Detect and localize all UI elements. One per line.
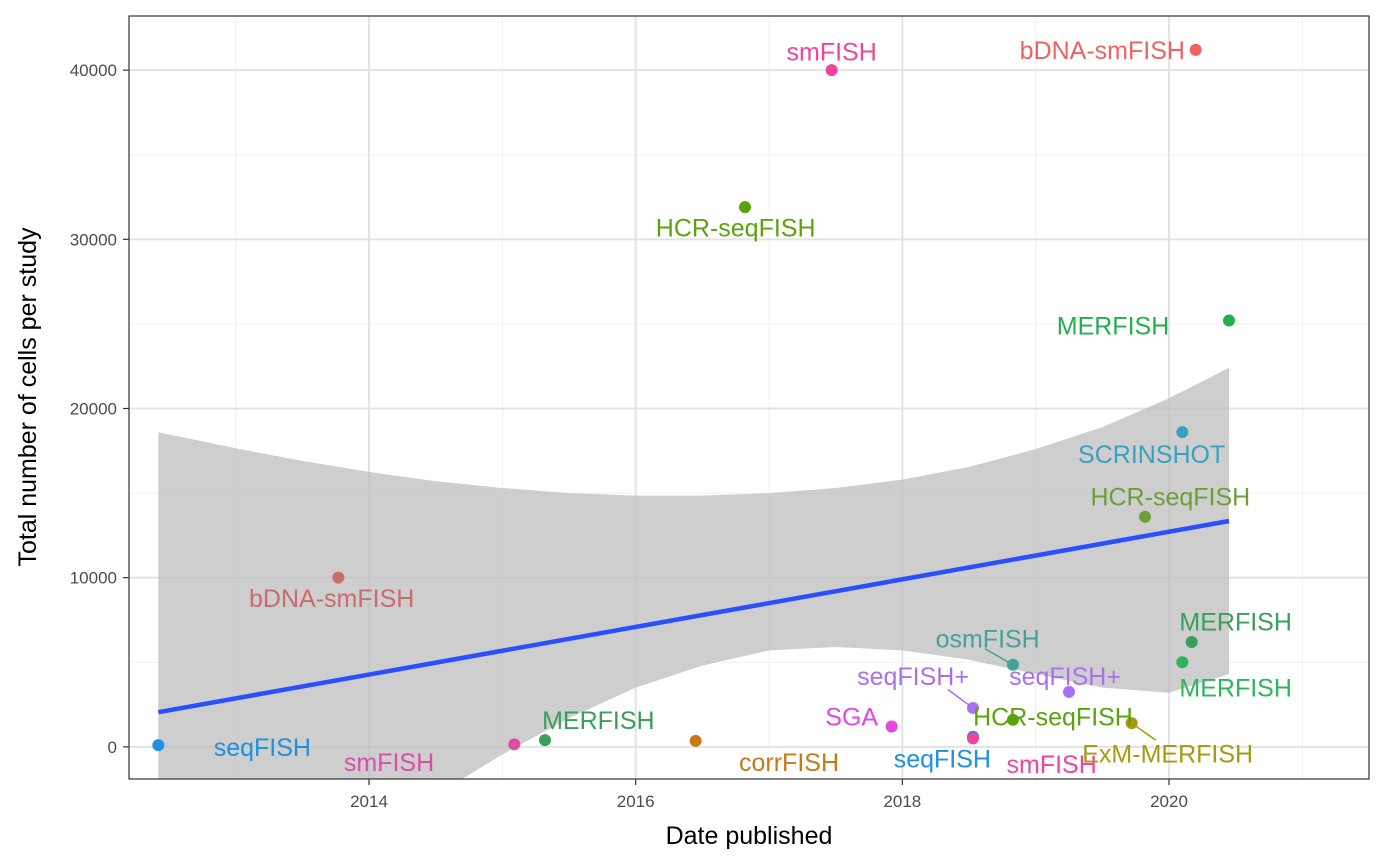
point-label: bDNA-smFISH bbox=[1020, 37, 1185, 65]
x-axis-title: Date published bbox=[666, 822, 833, 850]
point-label: SGA bbox=[825, 703, 878, 731]
point-label: smFISH bbox=[787, 39, 877, 67]
y-tick-label: 10000 bbox=[70, 569, 117, 588]
point-label: seqFISH+ bbox=[857, 663, 969, 691]
point-label: HCR-seqFISH bbox=[1090, 483, 1250, 511]
point-label: HCR-seqFISH bbox=[656, 214, 816, 242]
data-point bbox=[1176, 656, 1188, 668]
point-label: seqFISH bbox=[214, 734, 311, 762]
data-point bbox=[967, 732, 979, 744]
y-tick-label: 20000 bbox=[70, 399, 117, 418]
data-point bbox=[152, 739, 164, 751]
y-tick-label: 0 bbox=[108, 738, 117, 757]
point-label: seqFISH bbox=[894, 746, 991, 774]
data-point bbox=[739, 201, 751, 213]
point-label: ExM-MERFISH bbox=[1082, 741, 1253, 769]
x-tick-label: 2016 bbox=[617, 792, 655, 811]
data-point bbox=[1139, 511, 1151, 523]
x-tick-label: 2020 bbox=[1150, 792, 1188, 811]
point-label: MERFISH bbox=[1057, 313, 1170, 341]
point-label: SCRINSHOT bbox=[1078, 441, 1225, 469]
plot-panel: seqFISH bDNA-smFISH smFISH MERFISH corrFISH H… bbox=[129, 16, 1369, 865]
point-label: osmFISH bbox=[936, 626, 1040, 654]
data-point bbox=[1223, 315, 1235, 327]
data-point bbox=[539, 734, 551, 746]
data-point bbox=[332, 572, 344, 584]
point-label: MERFISH bbox=[542, 707, 655, 735]
data-point bbox=[1186, 636, 1198, 648]
point-label: smFISH bbox=[344, 749, 434, 777]
point-label: MERFISH bbox=[1179, 609, 1292, 637]
data-point bbox=[1176, 426, 1188, 438]
point-label: MERFISH bbox=[1179, 675, 1292, 703]
point-label: bDNA-smFISH bbox=[249, 585, 414, 613]
data-point bbox=[886, 721, 898, 733]
point-label: corrFISH bbox=[739, 749, 839, 777]
y-tick-label: 30000 bbox=[70, 230, 117, 249]
y-tick-label: 40000 bbox=[70, 61, 117, 80]
point-label: seqFISH+ bbox=[1009, 663, 1121, 691]
data-point bbox=[1190, 44, 1202, 56]
x-tick-label: 2018 bbox=[883, 792, 921, 811]
y-axis-title: Total number of cells per study bbox=[14, 227, 42, 567]
data-point bbox=[690, 735, 702, 747]
point-label: HCR-seqFISH bbox=[973, 703, 1133, 731]
x-tick-label: 2014 bbox=[350, 792, 388, 811]
data-point bbox=[508, 738, 520, 750]
